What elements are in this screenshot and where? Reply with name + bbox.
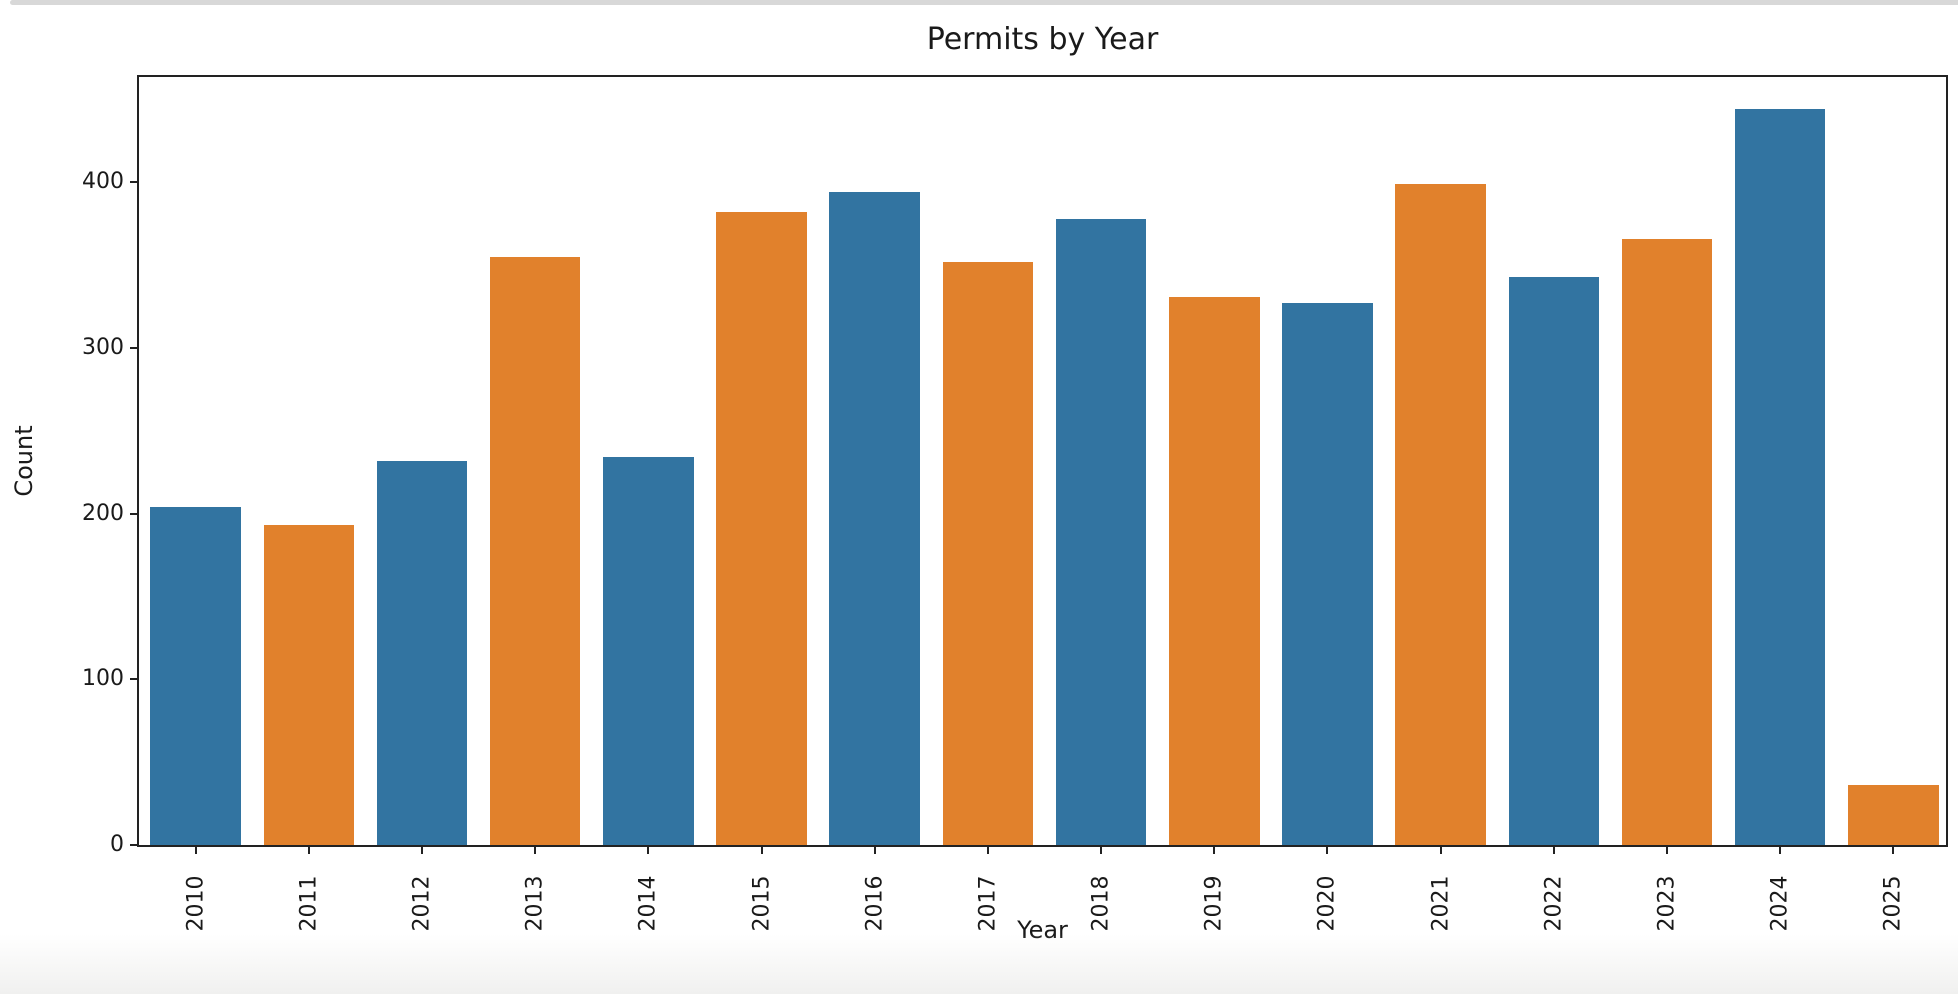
x-tickmark [194,845,197,854]
bar-2018 [1055,218,1147,845]
x-tickmark [760,845,763,854]
y-tick-label: 0 [110,832,124,857]
y-axis-label: Count [10,425,38,497]
bar-2013 [489,256,581,845]
x-tickmark [986,845,989,854]
chart-title: Permits by Year [926,22,1159,57]
x-tickmark [307,845,310,854]
y-tick-label: 100 [82,666,124,692]
bar-2017 [942,261,1034,845]
bar-2019 [1169,296,1260,845]
bar-2011 [263,525,355,845]
x-tickmark [1779,845,1782,854]
x-axis-label: Year [1017,916,1068,944]
plot-area: 0 100 200 300 400 2010 2011 2012 2013 2014 2015 201… [82,75,1948,932]
x-tickmark [1666,845,1669,854]
bar-2010 [150,507,241,845]
x-tickmark [1326,845,1329,854]
bar-2025 [1848,785,1939,845]
y-tickmark [130,347,139,350]
x-tickmark [1892,845,1895,854]
bar-2012 [376,460,468,845]
x-tickmark [1439,845,1442,854]
bar-2023 [1621,238,1713,845]
bar-2022 [1508,276,1600,845]
x-tickmark [534,845,537,854]
bar-2024 [1734,109,1826,845]
bar-2021 [1395,184,1486,845]
y-tickmark [130,844,139,846]
page-top-divider [10,0,1958,5]
bar-2014 [603,457,694,845]
x-tickmark [420,845,423,854]
x-tickmark [1552,845,1555,854]
y-tickmark [130,181,139,184]
x-tickmark [1100,845,1103,854]
x-tickmark [873,845,876,854]
bar-2015 [716,212,807,845]
y-tickmark [130,678,139,681]
x-tickmark [647,845,650,854]
x-tickmark [1213,845,1216,854]
bar-2016 [829,192,920,845]
y-tick-label: 200 [82,500,124,526]
y-tick-label: 400 [82,169,124,195]
bar-2020 [1282,303,1373,845]
y-tickmark [130,512,139,515]
y-tick-label: 300 [82,335,124,361]
